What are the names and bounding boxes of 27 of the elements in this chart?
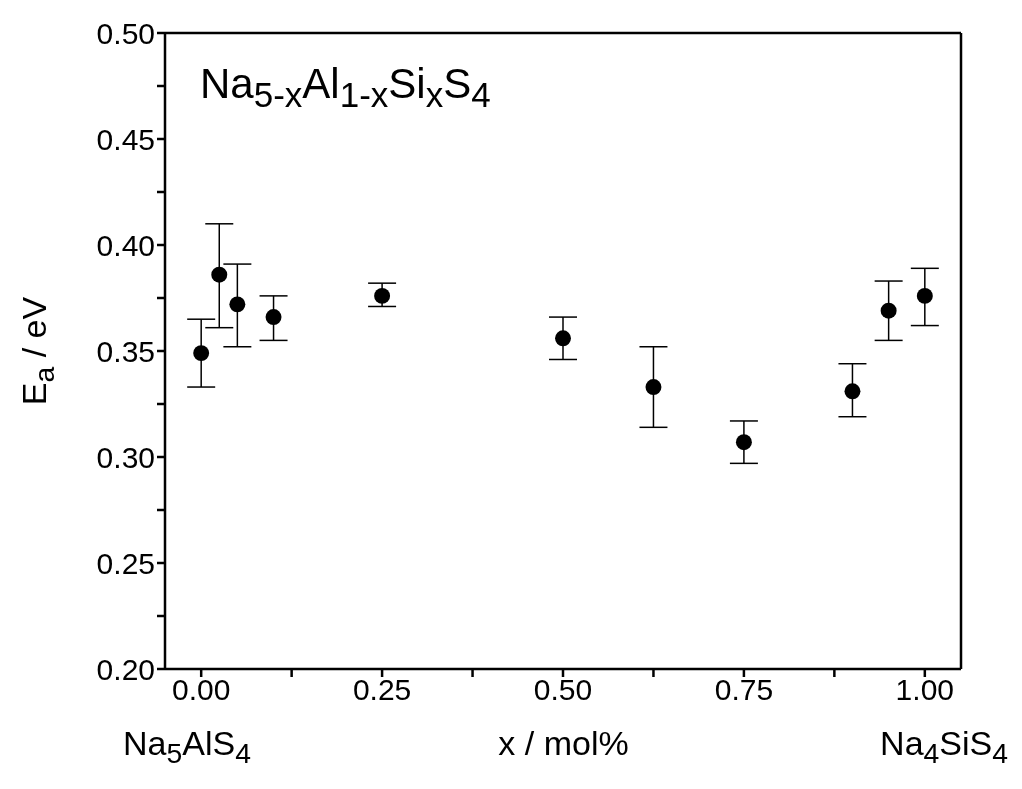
point: [880, 302, 897, 319]
y-tick-label: 0.45: [96, 122, 155, 156]
y-tick-label: 0.25: [96, 546, 155, 580]
point: [555, 330, 571, 347]
text: Na$_{5}$AlS$_{4}$: [123, 724, 251, 769]
point: [645, 379, 662, 395]
x-tick-label: 0.75: [714, 673, 774, 707]
point: [374, 287, 391, 304]
x-tick-label: 0.25: [352, 673, 412, 707]
y-tick-label: 0.35: [96, 334, 155, 368]
y-tick-label: 0.20: [96, 652, 155, 686]
text: Na$_{4}$SiS$_{4}$: [880, 724, 1008, 769]
y-tick-label: 0.40: [96, 228, 155, 262]
x-tick-label: 1.00: [895, 673, 955, 707]
point: [735, 434, 752, 451]
point: [844, 383, 861, 400]
point: [916, 287, 933, 304]
x-tick-label: 0.50: [533, 673, 593, 707]
point: [265, 309, 282, 326]
annotation: Na$_{5-x}$Al$_{1-x}$Si$_{x}$S$_{4}$: [200, 60, 491, 115]
y-tick-label: 0.50: [96, 16, 155, 50]
point: [193, 345, 210, 362]
x-axis-title: x / mol%: [498, 724, 629, 762]
x-tick-label: 0.00: [171, 673, 231, 707]
y-tick-label: 0.30: [96, 440, 155, 474]
point: [211, 266, 228, 283]
point: [229, 296, 246, 313]
